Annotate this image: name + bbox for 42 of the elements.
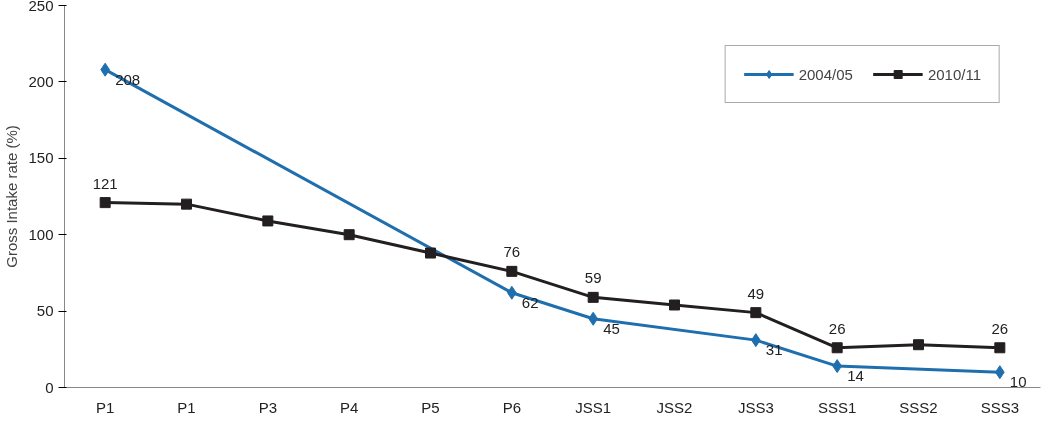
point bbox=[425, 247, 436, 259]
data-label: 45 bbox=[603, 319, 620, 337]
legend-label: 2010/11 bbox=[927, 65, 981, 83]
point bbox=[913, 339, 924, 351]
point bbox=[750, 307, 762, 319]
y-tick-label: 100 bbox=[28, 225, 54, 243]
point bbox=[506, 265, 518, 277]
point bbox=[831, 342, 843, 354]
point bbox=[343, 229, 355, 241]
y-tick-label: 50 bbox=[36, 302, 54, 320]
x-tick-label: SSS1 bbox=[817, 398, 857, 416]
data-label: 14 bbox=[847, 367, 864, 385]
x-tick-label: P6 bbox=[502, 398, 522, 416]
point bbox=[587, 291, 599, 303]
point bbox=[181, 198, 192, 210]
x-tick-label: P1 bbox=[95, 398, 115, 416]
point bbox=[99, 197, 111, 209]
point bbox=[262, 215, 274, 227]
y-axis-title: Gross Intake rate (%) bbox=[3, 125, 21, 268]
x-tick-label: JSS2 bbox=[656, 398, 693, 416]
y-tick-label: 200 bbox=[28, 72, 54, 90]
y-tick-label: 250 bbox=[28, 0, 54, 14]
data-label: 26 bbox=[828, 319, 846, 337]
data-label: 59 bbox=[584, 269, 602, 287]
data-label: 26 bbox=[991, 319, 1009, 337]
data-label: 10 bbox=[1009, 373, 1027, 391]
x-tick-label: JSS1 bbox=[575, 398, 612, 416]
x-tick-label: SSS2 bbox=[899, 398, 938, 416]
point bbox=[994, 342, 1006, 354]
x-tick-label: SSS3 bbox=[980, 398, 1020, 416]
y-tick-label: 150 bbox=[28, 149, 54, 167]
x-tick-label: P3 bbox=[258, 398, 278, 416]
y-tick-label: 0 bbox=[45, 378, 54, 396]
data-label: 76 bbox=[503, 243, 521, 261]
x-tick-label: P1 bbox=[177, 398, 196, 416]
x-tick-label: P4 bbox=[339, 398, 359, 416]
legend-label: 2004/05 bbox=[798, 65, 853, 83]
data-label: 49 bbox=[747, 284, 765, 302]
data-label: 121 bbox=[92, 174, 118, 192]
point bbox=[669, 299, 680, 311]
x-tick-label: P5 bbox=[421, 398, 440, 416]
x-tick-label: JSS3 bbox=[737, 398, 774, 416]
